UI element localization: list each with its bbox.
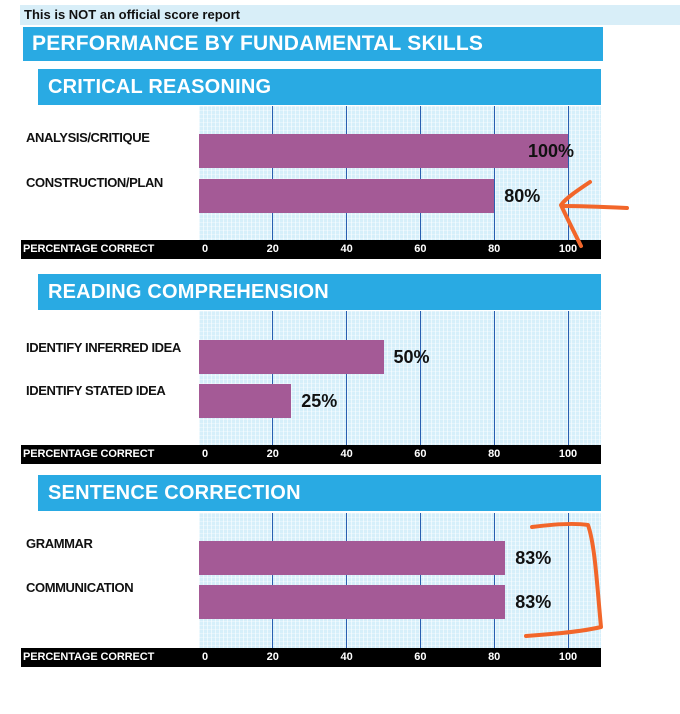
critical-reasoning-x-axis: PERCENTAGE CORRECT 0 20 40 60 80 100 — [21, 240, 601, 259]
sentence-correction-tick-label: 100 — [558, 651, 578, 663]
sentence-correction-bar-communication — [199, 585, 506, 619]
sentence-correction-category-label: GRAMMAR — [26, 536, 93, 551]
sentence-correction-plot-area: 83% 83% — [199, 513, 601, 648]
critical-reasoning-gridline-40 — [346, 106, 348, 240]
critical-reasoning-value-label: 80% — [504, 186, 541, 206]
sentence-correction-title: SENTENCE CORRECTION — [38, 475, 601, 511]
reading-comprehension-tick-label: 20 — [266, 448, 279, 460]
reading-comprehension-x-axis: PERCENTAGE CORRECT 0 20 40 60 80 100 — [21, 445, 601, 464]
sentence-correction-gridline-60 — [419, 513, 421, 648]
reading-comprehension-bar-identify-inferred-idea — [199, 340, 384, 374]
critical-reasoning-bar-analysis-critique — [199, 134, 568, 168]
critical-reasoning-plot-area: 100% 80% — [199, 106, 601, 240]
critical-reasoning-bar-construction-plan — [199, 179, 495, 213]
sentence-correction-tick-label: 40 — [340, 651, 353, 663]
sentence-correction-tick-label: 80 — [488, 651, 501, 663]
sentence-correction-gridline-20 — [272, 513, 274, 648]
reading-comprehension-gridline-80 — [493, 311, 495, 445]
critical-reasoning-tick-label: 0 — [201, 243, 209, 255]
critical-reasoning-title: CRITICAL REASONING — [38, 69, 601, 105]
reading-comprehension-value-label: 25% — [301, 391, 338, 411]
page-title: PERFORMANCE BY FUNDAMENTAL SKILLS — [23, 27, 603, 61]
critical-reasoning-gridline-100 — [567, 106, 569, 240]
critical-reasoning-gridline-60 — [419, 106, 421, 240]
sentence-correction-gridline-40 — [346, 513, 348, 648]
reading-comprehension-gridline-20 — [272, 311, 274, 445]
reading-comprehension-gridline-100 — [567, 311, 569, 445]
critical-reasoning-tick-label: 20 — [266, 243, 279, 255]
reading-comprehension-tick-label: 80 — [488, 448, 501, 460]
critical-reasoning-tick-label: 100 — [558, 243, 578, 255]
critical-reasoning-tick-label: 40 — [340, 243, 353, 255]
reading-comprehension-plot-area: 50% 25% — [199, 311, 601, 445]
critical-reasoning-tick-label: 80 — [488, 243, 501, 255]
sentence-correction-gridline-100 — [567, 513, 569, 648]
reading-comprehension-category-label: IDENTIFY STATED IDEA — [26, 383, 166, 398]
reading-comprehension-tick-label: 40 — [340, 448, 353, 460]
reading-comprehension-bar-identify-stated-idea — [199, 384, 292, 418]
reading-comprehension-x-axis-title: PERCENTAGE CORRECT — [23, 448, 155, 460]
sentence-correction-x-axis-title: PERCENTAGE CORRECT — [23, 651, 155, 663]
reading-comprehension-title: READING COMPREHENSION — [38, 274, 601, 310]
sentence-correction-tick-label: 20 — [266, 651, 279, 663]
sentence-correction-tick-label: 0 — [201, 651, 209, 663]
critical-reasoning-value-label: 100% — [528, 141, 575, 161]
sentence-correction-category-label: COMMUNICATION — [26, 580, 134, 595]
reading-comprehension-category-label: IDENTIFY INFERRED IDEA — [26, 340, 181, 355]
sentence-correction-value-label: 83% — [515, 592, 552, 612]
critical-reasoning-category-label: CONSTRUCTION/PLAN — [26, 175, 163, 190]
sentence-correction-gridline-80 — [493, 513, 495, 648]
sentence-correction-tick-label: 60 — [414, 651, 427, 663]
critical-reasoning-gridline-20 — [272, 106, 274, 240]
reading-comprehension-value-label: 50% — [393, 347, 430, 367]
sentence-correction-x-axis: PERCENTAGE CORRECT 0 20 40 60 80 100 — [21, 648, 601, 667]
critical-reasoning-category-label: ANALYSIS/CRITIQUE — [26, 130, 150, 145]
critical-reasoning-tick-label: 60 — [414, 243, 427, 255]
reading-comprehension-tick-label: 60 — [414, 448, 427, 460]
sentence-correction-bar-grammar — [199, 541, 506, 575]
reading-comprehension-gridline-40 — [346, 311, 348, 445]
sentence-correction-value-label: 83% — [515, 548, 552, 568]
reading-comprehension-tick-label: 0 — [201, 448, 209, 460]
critical-reasoning-gridline-80 — [493, 106, 495, 240]
reading-comprehension-tick-label: 100 — [558, 448, 578, 460]
reading-comprehension-gridline-60 — [419, 311, 421, 445]
disclaimer-banner: This is NOT an official score report — [20, 5, 680, 25]
critical-reasoning-x-axis-title: PERCENTAGE CORRECT — [23, 243, 155, 255]
